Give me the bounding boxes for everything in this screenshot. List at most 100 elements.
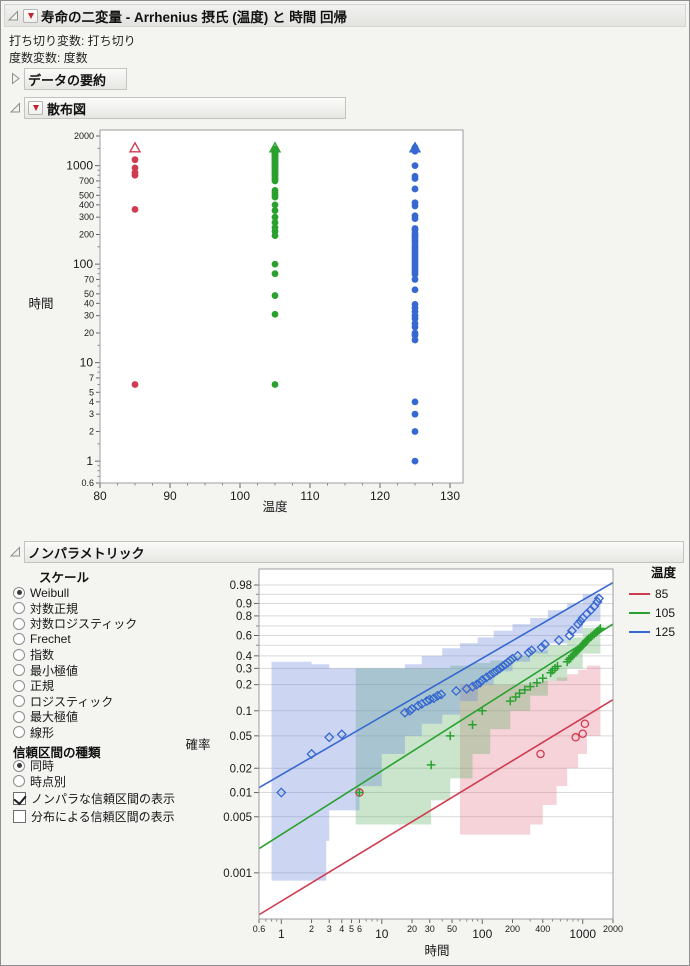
ci-type-group-title: 信頼区間の種類: [13, 746, 101, 760]
censored-marker: [408, 141, 422, 153]
disclosure-open-icon[interactable]: [9, 545, 22, 558]
probability-points-125[interactable]: [276, 593, 605, 798]
section-title: 散布図: [47, 101, 87, 117]
checkbox-option-2[interactable]: 分布による信頼区間の表示: [13, 809, 175, 824]
svg-text:3: 3: [327, 924, 332, 934]
svg-text:100: 100: [472, 927, 492, 941]
scatter-y-axis-title: 時間: [28, 297, 53, 311]
ci-option-同時[interactable]: 同時: [13, 758, 54, 773]
ci-option-時点別[interactable]: 時点別: [13, 774, 66, 789]
svg-text:30: 30: [84, 311, 94, 321]
svg-text:50: 50: [447, 924, 457, 934]
legend-title: 温度: [651, 566, 677, 580]
svg-text:0.4: 0.4: [236, 651, 253, 663]
radio-unselected-icon[interactable]: [13, 648, 25, 661]
checkbox-selected-icon[interactable]: [13, 792, 26, 805]
probability-x-axis-title: 時間: [424, 944, 449, 958]
legend-entry-105[interactable]: 105: [629, 606, 689, 620]
fit-line-85: [258, 698, 614, 916]
svg-text:30: 30: [425, 924, 435, 934]
svg-text:5: 5: [89, 387, 94, 397]
scale-option-対数ロジスティック-label: 対数ロジスティック: [30, 617, 138, 631]
checkbox-option-1[interactable]: ノンパラな信頼区間の表示: [13, 791, 175, 806]
radio-selected-icon[interactable]: [13, 759, 25, 772]
svg-text:7: 7: [89, 373, 94, 383]
red-triangle-menu-button[interactable]: [23, 8, 38, 23]
scale-option-指数-label: 指数: [30, 648, 55, 662]
radio-unselected-icon[interactable]: [13, 775, 25, 787]
scale-option-最小極値[interactable]: 最小極値: [13, 663, 78, 678]
svg-text:130: 130: [440, 489, 460, 503]
radio-selected-icon[interactable]: [13, 586, 25, 599]
scale-option-Frechet[interactable]: Frechet: [13, 632, 71, 647]
svg-text:0.01: 0.01: [230, 788, 252, 800]
radio-unselected-icon[interactable]: [13, 679, 25, 692]
svg-text:0.2: 0.2: [236, 680, 252, 692]
scale-option-対数正規-label: 対数正規: [30, 601, 79, 616]
radio-unselected-icon[interactable]: [13, 710, 25, 723]
censored-marker: [128, 141, 142, 153]
svg-text:120: 120: [370, 489, 390, 503]
svg-text:3: 3: [89, 409, 94, 419]
scale-option-正規-label: 正規: [30, 679, 55, 693]
scale-option-ロジスティック[interactable]: ロジスティック: [13, 694, 113, 709]
svg-text:0.6: 0.6: [81, 478, 94, 488]
scale-option-指数[interactable]: 指数: [13, 647, 54, 662]
svg-text:100: 100: [73, 257, 93, 271]
section-header-nonparametric[interactable]: ノンパラメトリック: [24, 541, 684, 563]
svg-text:0.9: 0.9: [236, 598, 252, 610]
legend-line-swatch: [629, 593, 650, 595]
censored-marker: [268, 141, 282, 153]
disclosure-closed-icon[interactable]: [9, 72, 22, 85]
radio-unselected-icon[interactable]: [13, 617, 25, 630]
svg-text:50: 50: [84, 289, 94, 299]
scatter-series-85[interactable]: [128, 141, 142, 388]
legend-entry-125[interactable]: 125: [629, 625, 689, 639]
svg-text:400: 400: [79, 200, 94, 210]
fit-line-125: [258, 581, 614, 789]
legend-entry-85[interactable]: 85: [629, 587, 689, 601]
probability-points-105[interactable]: [355, 624, 605, 797]
radio-unselected-icon[interactable]: [13, 664, 25, 676]
svg-text:10: 10: [80, 356, 94, 370]
disclosure-open-icon[interactable]: [9, 101, 22, 114]
radio-unselected-icon[interactable]: [13, 726, 25, 738]
scale-option-最大極値[interactable]: 最大極値: [13, 709, 78, 724]
svg-text:40: 40: [84, 298, 94, 308]
scale-option-Weibull[interactable]: Weibull: [13, 585, 69, 600]
svg-text:300: 300: [79, 212, 94, 222]
legend-entry-label: 125: [655, 625, 676, 639]
section-header-scatter[interactable]: 散布図: [24, 97, 346, 119]
ci-option-時点別-label: 時点別: [30, 774, 67, 789]
confidence-band-105: [355, 615, 601, 859]
scale-option-対数正規[interactable]: 対数正規: [13, 601, 78, 616]
radio-unselected-icon[interactable]: [13, 633, 25, 645]
svg-text:500: 500: [79, 190, 94, 200]
disclosure-open-icon[interactable]: [7, 9, 20, 22]
svg-text:200: 200: [505, 924, 520, 934]
scale-option-線形[interactable]: 線形: [13, 725, 54, 740]
scatter-series-125[interactable]: [408, 141, 422, 465]
svg-text:2000: 2000: [74, 131, 94, 141]
red-triangle-menu-button[interactable]: [28, 101, 43, 115]
scale-option-対数ロジスティック[interactable]: 対数ロジスティック: [13, 616, 137, 631]
radio-unselected-icon[interactable]: [13, 695, 25, 707]
section-header-data-summary[interactable]: データの要約: [24, 68, 127, 90]
svg-text:20: 20: [407, 924, 417, 934]
report-title-bar[interactable]: 寿命の二変量 - Arrhenius 摂氏 (温度) と 時間 回帰: [4, 4, 686, 27]
fit-line-105: [258, 623, 614, 850]
weibull-probability-plot[interactable]: 0.98 0.90.8 0.6 0.40.3 0.2 0.1 0.05 0.02 0.01 0.0…: [185, 568, 623, 958]
checkbox-unselected-icon[interactable]: [13, 810, 26, 823]
svg-text:70: 70: [84, 274, 94, 284]
svg-text:0.98: 0.98: [230, 580, 252, 592]
radio-unselected-icon[interactable]: [13, 602, 25, 614]
svg-text:80: 80: [93, 489, 107, 503]
svg-text:1000: 1000: [66, 159, 93, 173]
svg-text:1: 1: [86, 454, 93, 468]
scatter-series-105[interactable]: [268, 141, 282, 388]
scale-option-正規[interactable]: 正規: [13, 678, 54, 693]
